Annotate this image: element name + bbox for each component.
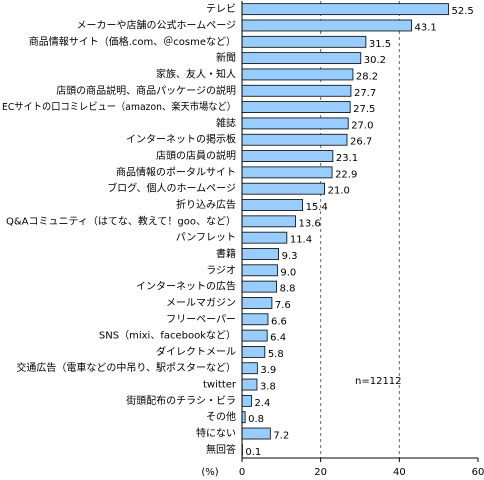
y-tick-label: ラジオ bbox=[206, 264, 236, 276]
y-tick-label: ブログ、個人のホームページ bbox=[107, 182, 236, 195]
bar bbox=[241, 199, 303, 211]
value-label: 22.9 bbox=[335, 169, 357, 180]
y-tick-label: ECサイトの口コミレビュー（amazon、楽天市場など） bbox=[2, 100, 236, 113]
bar bbox=[241, 3, 449, 16]
bar bbox=[241, 101, 351, 113]
y-tick-label: SNS（mixi、facebookなど） bbox=[99, 330, 236, 342]
value-label: 28.2 bbox=[356, 71, 378, 82]
bar bbox=[241, 297, 273, 309]
value-label: 26.7 bbox=[350, 137, 372, 148]
y-tick-label: 雑誌 bbox=[216, 116, 236, 129]
y-tick-label: パンフレット bbox=[176, 232, 236, 244]
value-label: 13.6 bbox=[298, 218, 320, 229]
value-label: 27.0 bbox=[351, 120, 373, 131]
y-tick-label: 店頭の店員の説明 bbox=[156, 149, 236, 162]
y-tick-label: フリーペーパー bbox=[166, 313, 236, 325]
value-label: 7.2 bbox=[273, 431, 289, 442]
bar bbox=[241, 362, 258, 375]
value-label: 21.0 bbox=[328, 186, 350, 197]
value-label: 43.1 bbox=[415, 22, 437, 33]
value-label: 6.4 bbox=[270, 333, 286, 344]
bar bbox=[241, 280, 278, 293]
bar bbox=[241, 133, 348, 146]
value-label: 27.7 bbox=[354, 88, 376, 99]
value-label: 3.9 bbox=[260, 365, 276, 376]
value-label: 9.0 bbox=[280, 267, 296, 278]
y-tick-label: 交通広告（電車などの中吊り、駅ポスターなど） bbox=[16, 361, 236, 374]
y-tick-label: 特にない bbox=[196, 428, 236, 440]
x-tick-label: 40 bbox=[393, 467, 406, 478]
y-tick-label: 折り込み広告 bbox=[176, 198, 236, 211]
value-label: 5.8 bbox=[268, 349, 284, 360]
value-label: 2.4 bbox=[254, 398, 270, 409]
x-tick-label: 20 bbox=[314, 467, 327, 478]
bar bbox=[241, 52, 362, 65]
bar bbox=[241, 35, 367, 48]
y-tick-label: その他 bbox=[206, 410, 236, 423]
y-tick-label: インターネットの掲示板 bbox=[126, 133, 236, 146]
value-label: 15.4 bbox=[306, 202, 328, 213]
value-label: 27.5 bbox=[353, 104, 375, 115]
y-tick-label: 街頭配布のチラシ・ビラ bbox=[126, 394, 236, 407]
bar bbox=[241, 248, 279, 260]
bar bbox=[241, 215, 296, 228]
bar bbox=[241, 313, 269, 326]
y-tick-label: 新聞 bbox=[216, 51, 236, 64]
value-label: 7.6 bbox=[275, 300, 291, 311]
x-tick-label: 0 bbox=[239, 467, 245, 478]
value-label: 3.8 bbox=[260, 382, 276, 393]
bar bbox=[241, 150, 334, 162]
bar bbox=[241, 166, 333, 179]
x-axis-label: (%) bbox=[201, 467, 218, 478]
bar bbox=[241, 231, 288, 244]
x-tick-label: 60 bbox=[472, 467, 484, 478]
value-label: 0.8 bbox=[248, 414, 264, 425]
y-tick-label: 店頭の商品説明、商品パッケージの説明 bbox=[56, 84, 236, 97]
bar bbox=[241, 394, 252, 407]
value-label: 8.8 bbox=[280, 284, 296, 295]
value-label: 6.6 bbox=[271, 316, 287, 327]
y-tick-label: インターネットの広告 bbox=[136, 280, 236, 293]
y-tick-label: メーカーや店舗の公式ホームページ bbox=[77, 18, 237, 31]
value-label: 23.1 bbox=[336, 153, 358, 164]
value-label: 0.1 bbox=[245, 447, 261, 458]
y-tick-label: Q&Aコミュニティ（はてな、教えて！goo、など） bbox=[6, 214, 236, 227]
y-tick-label: 書籍 bbox=[216, 247, 236, 260]
y-tick-label: 商品情報サイト（価格.com、＠cosmeなど） bbox=[29, 35, 236, 48]
bar bbox=[241, 427, 271, 440]
value-label: 52.5 bbox=[452, 6, 474, 17]
bar bbox=[241, 68, 354, 81]
bar bbox=[241, 19, 412, 32]
annotation: n=12112 bbox=[355, 376, 402, 387]
bar bbox=[241, 84, 352, 97]
y-tick-label: twitter bbox=[203, 380, 237, 391]
y-tick-label: メールマガジン bbox=[166, 297, 236, 309]
bar bbox=[241, 378, 258, 391]
bar bbox=[241, 117, 349, 130]
y-tick-label: 商品情報のポータルサイト bbox=[116, 165, 236, 178]
value-label: 11.4 bbox=[290, 235, 312, 246]
y-tick-label: テレビ bbox=[206, 3, 236, 15]
bar bbox=[241, 346, 266, 358]
value-label: 30.2 bbox=[364, 55, 386, 66]
bar bbox=[241, 329, 268, 342]
bar bbox=[241, 182, 325, 195]
value-label: 31.5 bbox=[369, 39, 391, 50]
y-tick-label: 無回答 bbox=[206, 443, 236, 456]
value-label: 9.3 bbox=[282, 251, 298, 262]
y-tick-label: 家族、友人・知人 bbox=[156, 67, 236, 80]
bar bbox=[241, 264, 278, 277]
y-tick-label: ダイレクトメール bbox=[156, 345, 236, 358]
